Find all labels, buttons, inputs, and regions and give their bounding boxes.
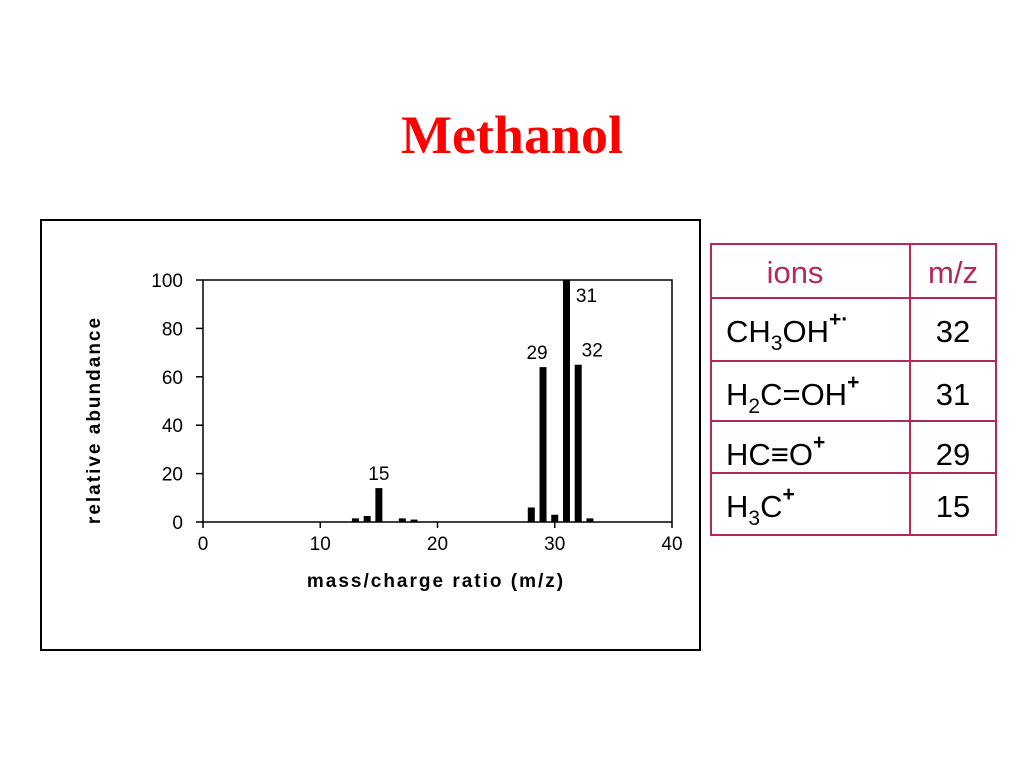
- bar: [539, 367, 547, 522]
- x-axis-label: mass/charge ratio (m/z): [307, 571, 565, 592]
- formula-part: H: [726, 489, 748, 524]
- ion-formula: HC≡O+: [726, 431, 825, 472]
- formula-part: HC≡O: [726, 437, 813, 472]
- table-header: ions: [767, 255, 824, 290]
- y-tick-label: 60: [162, 368, 183, 389]
- x-tick-label: 40: [661, 534, 682, 555]
- chart-frame: [40, 219, 701, 651]
- formula-subscript: 3: [771, 332, 783, 355]
- x-tick-label: 30: [544, 534, 565, 555]
- formula-part: H: [726, 377, 748, 412]
- peak-label: 29: [526, 343, 547, 364]
- peak-label: 32: [582, 341, 603, 362]
- y-tick-label: 80: [162, 319, 183, 340]
- x-tick-label: 0: [198, 534, 209, 555]
- bar: [375, 488, 383, 522]
- table-header: m/z: [928, 255, 978, 290]
- ion-table: [710, 243, 997, 536]
- formula-superscript: +: [813, 431, 825, 454]
- x-tick-label: 10: [310, 534, 331, 555]
- x-tick-label: 20: [427, 534, 448, 555]
- plot-area: [202, 279, 673, 523]
- bar: [574, 364, 582, 522]
- bar: [363, 515, 371, 522]
- slide-title: Methanol: [401, 105, 623, 165]
- y-tick-label: 100: [151, 271, 183, 292]
- y-tick-label: 40: [162, 416, 183, 437]
- ion-formula: CH3​OH+·: [726, 308, 848, 355]
- bar: [551, 514, 559, 522]
- formula-superscript: +: [782, 483, 794, 506]
- ion-formula: H2​C=OH+: [726, 371, 859, 418]
- y-tick-label: 20: [162, 465, 183, 486]
- formula-part: CH: [726, 314, 771, 349]
- mz-value: 15: [936, 489, 970, 524]
- peak-label: 31: [576, 286, 597, 307]
- bar: [562, 280, 570, 522]
- formula-part: C=OH: [760, 377, 847, 412]
- bar: [351, 518, 359, 522]
- bar: [398, 518, 406, 522]
- mz-value: 32: [936, 314, 970, 349]
- formula-subscript: 2: [748, 395, 760, 418]
- y-axis-label: relative abundance: [84, 316, 105, 524]
- mz-value: 29: [936, 437, 970, 472]
- bar: [527, 507, 535, 522]
- formula-superscript: +·: [829, 308, 848, 331]
- bar: [586, 518, 594, 522]
- bar: [410, 519, 418, 522]
- formula-superscript: +: [847, 371, 859, 394]
- ion-formula: H3​C+: [726, 483, 795, 530]
- formula-subscript: 3: [748, 507, 760, 530]
- formula-part: OH: [782, 314, 829, 349]
- mz-value: 31: [936, 377, 970, 412]
- y-tick-label: 0: [172, 513, 183, 534]
- peak-label: 15: [368, 464, 389, 485]
- formula-part: C: [760, 489, 782, 524]
